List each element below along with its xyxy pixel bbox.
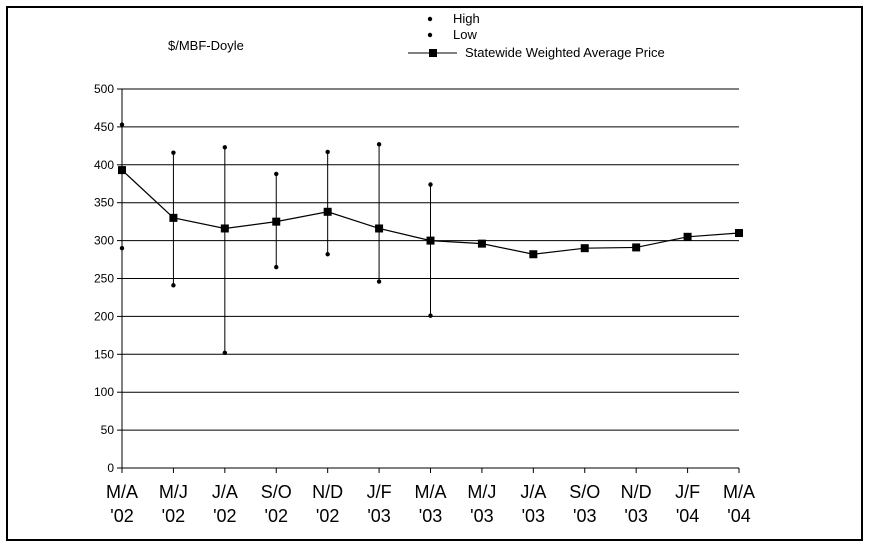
x-tick-label: N/D (621, 482, 652, 502)
y-tick-label: 200 (94, 309, 114, 323)
low-point (119, 245, 125, 251)
legend-low-marker (427, 32, 433, 38)
average-price-point (529, 250, 538, 259)
average-price-series (118, 166, 743, 259)
average-price-point (375, 224, 384, 233)
x-tick-label: '02 (316, 506, 339, 526)
x-tick-label: S/O (569, 482, 600, 502)
y-tick-label: 50 (101, 423, 115, 437)
x-tick-label: '04 (727, 506, 750, 526)
y-tick-label: 500 (94, 82, 114, 96)
x-tick-label: '03 (573, 506, 596, 526)
average-price-point (683, 232, 692, 241)
low-point (274, 264, 279, 270)
low-point (222, 350, 228, 355)
high-point (222, 145, 228, 150)
average-price-point (632, 243, 641, 252)
low-point (376, 279, 382, 284)
x-tick-label: '03 (367, 506, 390, 526)
y-tick-label: 300 (94, 234, 114, 248)
x-tick-label: J/F (367, 482, 392, 502)
low-point (325, 252, 330, 257)
high-point (428, 182, 433, 187)
legend-high-label: High (453, 11, 480, 26)
average-price-point (426, 236, 435, 245)
chart-frame: 0 50 100 150 200 250 300 350 400 450 500 M/A '02 M/J… (6, 6, 863, 541)
high-point (325, 149, 330, 155)
x-tick-label: M/A (106, 482, 138, 502)
average-price-point (735, 229, 743, 238)
low-point (171, 283, 176, 288)
average-price-point (580, 244, 589, 253)
low-point (428, 313, 433, 318)
y-tick-label: 100 (94, 385, 114, 399)
average-price-point (169, 213, 178, 222)
x-tick-label: '03 (624, 506, 647, 526)
legend-average-label: Statewide Weighted Average Price (465, 45, 665, 60)
average-price-point (118, 166, 126, 175)
high-point (274, 171, 279, 177)
x-tick-label: '02 (110, 506, 133, 526)
x-tick-labels: M/A '02 M/J '02 J/A '02 S/O '02 N/D '02 J/F '03 M/A '… (106, 482, 755, 526)
y-tick-label: 350 (94, 196, 114, 210)
average-price-point (323, 207, 332, 216)
units-label: $/MBF-Doyle (168, 38, 244, 53)
x-tick-label: J/A (212, 482, 238, 502)
x-tick-label: M/J (159, 482, 188, 502)
x-tick-label: '03 (522, 506, 545, 526)
y-tick-label: 250 (94, 272, 114, 286)
x-tick-label: '02 (213, 506, 236, 526)
x-tick-label: M/A (414, 482, 446, 502)
legend-average-marker (429, 49, 437, 57)
x-tick-label: '02 (265, 506, 288, 526)
x-tick-label: M/A (723, 482, 755, 502)
y-tick-label: 150 (94, 347, 114, 361)
x-tick-label: M/J (467, 482, 496, 502)
price-chart: 0 50 100 150 200 250 300 350 400 450 500 M/A '02 M/J… (94, 11, 755, 526)
x-tick-label: S/O (261, 482, 292, 502)
x-tick-label: '03 (419, 506, 442, 526)
axes (117, 88, 740, 473)
high-point (171, 150, 176, 155)
y-tick-label: 450 (94, 120, 114, 134)
legend: High Low Statewide Weighted Average Pric… (408, 11, 665, 60)
y-tick-labels: 0 50 100 150 200 250 300 350 400 450 500 (94, 82, 114, 475)
x-tick-label: '03 (470, 506, 493, 526)
average-price-point (220, 224, 229, 233)
legend-high-marker (427, 16, 433, 22)
y-tick-label: 0 (107, 461, 114, 475)
x-tick-label: '04 (676, 506, 699, 526)
x-tick-label: J/F (675, 482, 700, 502)
x-tick-label: N/D (312, 482, 343, 502)
average-price-point (477, 239, 486, 248)
x-tick-label: J/A (520, 482, 546, 502)
y-tick-label: 400 (94, 158, 114, 172)
high-low-ranges (119, 122, 433, 355)
average-price-point (272, 217, 281, 226)
x-tick-label: '02 (162, 506, 185, 526)
high-point (376, 142, 382, 147)
high-point (119, 122, 125, 127)
legend-low-label: Low (453, 27, 477, 42)
